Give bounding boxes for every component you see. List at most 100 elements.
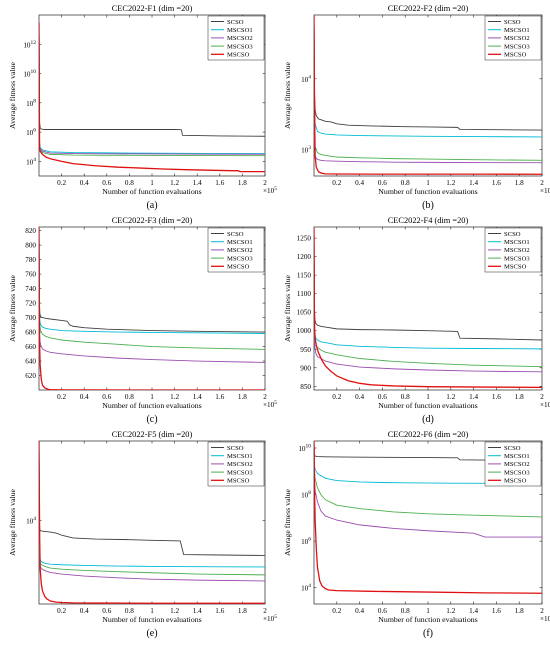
chart-panel-2: CEC2022-F2 (dim =20) 0.2 0.4 0.6 0.8 1 1.2 1.4 1…	[283, 4, 550, 211]
legend-item: SCSO	[211, 445, 244, 452]
y-tick-label: 720	[25, 300, 36, 308]
x-exponent-base: ×10	[540, 401, 550, 409]
legend-label: MSCSO1	[504, 239, 530, 246]
legend-item: MSCSO3	[211, 469, 253, 476]
y-tick-label: 104	[301, 74, 311, 84]
series-group	[39, 227, 265, 390]
x-exponent-power: 5	[274, 614, 277, 620]
legend-item: MSCSO2	[211, 247, 253, 254]
x-tick-label: 2	[540, 607, 544, 615]
x-tick-label: 0.4	[355, 607, 364, 615]
legend-label: MSCSO1	[227, 239, 253, 246]
chart-panel-4: CEC2022-F4 (dim =20) 0.2 0.4 0.6 0.8 1 1.2 1.4 1…	[283, 216, 550, 425]
legend-item: MSCSO1	[211, 239, 253, 246]
chart-panel-6: CEC2022-F6 (dim =20) 0.2 0.4 0.6 0.8 1 1.2 1.4 1…	[283, 430, 550, 639]
y-tick-exponent: 4	[33, 516, 36, 522]
x-tick-label: 1.2	[446, 607, 455, 615]
y-axis-label: Average fitness value	[283, 274, 292, 342]
legend-item: MSCSO	[488, 478, 527, 485]
x-tick-label: 1.4	[193, 607, 202, 615]
x-axis-label: Number of function evaluations	[102, 615, 201, 624]
legend-label: MSCSO1	[227, 27, 253, 34]
y-tick-exponent: 6	[308, 537, 311, 543]
x-tick-label: 0.8	[125, 393, 134, 401]
x-tick-label: 2	[540, 393, 544, 401]
panel-label: (b)	[422, 200, 434, 211]
legend-label: MSCSO2	[504, 247, 530, 254]
legend-item: SCSO	[488, 231, 521, 238]
y-axis-label: Average fitness value	[283, 61, 292, 129]
x-tick-label: 1.8	[238, 607, 247, 615]
x-exponent-power: 5	[274, 400, 277, 406]
series-line-mscso	[39, 227, 265, 390]
y-tick-label: 104	[26, 516, 36, 526]
legend-label: MSCSO3	[227, 255, 253, 262]
y-tick-label: 850	[300, 383, 311, 391]
y-tick-label: 1150	[297, 272, 312, 280]
series-line-scso	[314, 15, 542, 131]
x-axis-label: Number of function evaluations	[102, 187, 201, 196]
legend-item: MSCSO	[488, 52, 527, 59]
y-tick-label: 820	[25, 227, 36, 235]
series-line-mscso1	[314, 441, 542, 484]
x-exponent-base: ×10	[263, 401, 275, 409]
x-exponent-base: ×10	[263, 187, 275, 195]
series-group	[39, 441, 265, 604]
x-tick-label: 0.2	[57, 607, 66, 615]
legend-label: MSCSO	[227, 264, 250, 271]
x-tick-label: 1.2	[170, 179, 179, 187]
x-exponent-label: ×105	[540, 614, 550, 623]
x-axis: 0.2 0.4 0.6 0.8 1 1.2 1.4 1.6 1.8 2×105	[57, 15, 277, 195]
x-tick-label: 2	[263, 393, 267, 401]
y-tick-base: 10	[301, 492, 309, 500]
y-tick-label: 900	[300, 364, 311, 372]
legend-label: SCSO	[227, 19, 244, 26]
series-group	[39, 22, 265, 173]
series-line-scso	[39, 227, 265, 333]
x-tick-label: 1.2	[446, 393, 455, 401]
x-exponent-label: ×105	[263, 186, 277, 195]
x-axis-label: Number of function evaluations	[102, 401, 201, 410]
series-line-scso	[314, 441, 542, 461]
legend-label: MSCSO3	[504, 469, 530, 476]
x-tick-label: 0.4	[80, 393, 89, 401]
legend-item: MSCSO	[488, 264, 527, 271]
x-tick-label: 0.4	[80, 179, 89, 187]
y-tick-exponent: 4	[33, 157, 36, 163]
legend-item: MSCSO3	[211, 43, 253, 50]
legend-item: MSCSO1	[488, 453, 530, 460]
x-tick-label: 2	[263, 607, 267, 615]
x-axis-label: Number of function evaluations	[378, 615, 477, 624]
y-tick-exponent: 4	[308, 74, 311, 80]
y-tick-label: 106	[26, 128, 36, 138]
y-tick-base: 10	[301, 76, 309, 84]
y-tick-label: 1012	[23, 40, 36, 50]
x-exponent-label: ×105	[263, 614, 277, 623]
y-tick-exponent: 8	[308, 490, 311, 496]
x-tick-label: 1.6	[492, 393, 501, 401]
panel-label: (f)	[423, 628, 433, 639]
x-axis-label: Number of function evaluations	[378, 187, 477, 196]
series-group	[314, 15, 542, 175]
legend-label: MSCSO2	[504, 35, 530, 42]
chart-panel-3: CEC2022-F3 (dim =20) 0.2 0.4 0.6 0.8 1 1.2 1.4 1…	[8, 216, 277, 425]
legend-label: MSCSO1	[504, 27, 530, 34]
legend-label: SCSO	[227, 445, 244, 452]
legend-item: MSCSO3	[488, 469, 530, 476]
x-tick-label: 1.8	[515, 393, 524, 401]
x-axis: 0.2 0.4 0.6 0.8 1 1.2 1.4 1.6 1.8 2×105	[57, 441, 277, 623]
series-line-scso	[39, 22, 265, 137]
y-tick-exponent: 10	[306, 444, 312, 450]
x-tick-label: 0.6	[102, 179, 111, 187]
legend-item: MSCSO1	[488, 27, 530, 34]
chart-title: CEC2022-F4 (dim =20)	[388, 216, 469, 225]
panel-label: (a)	[146, 200, 157, 211]
x-exponent-label: ×105	[540, 186, 550, 195]
x-tick-label: 1.4	[193, 393, 202, 401]
chart-title: CEC2022-F2 (dim =20)	[388, 4, 469, 13]
